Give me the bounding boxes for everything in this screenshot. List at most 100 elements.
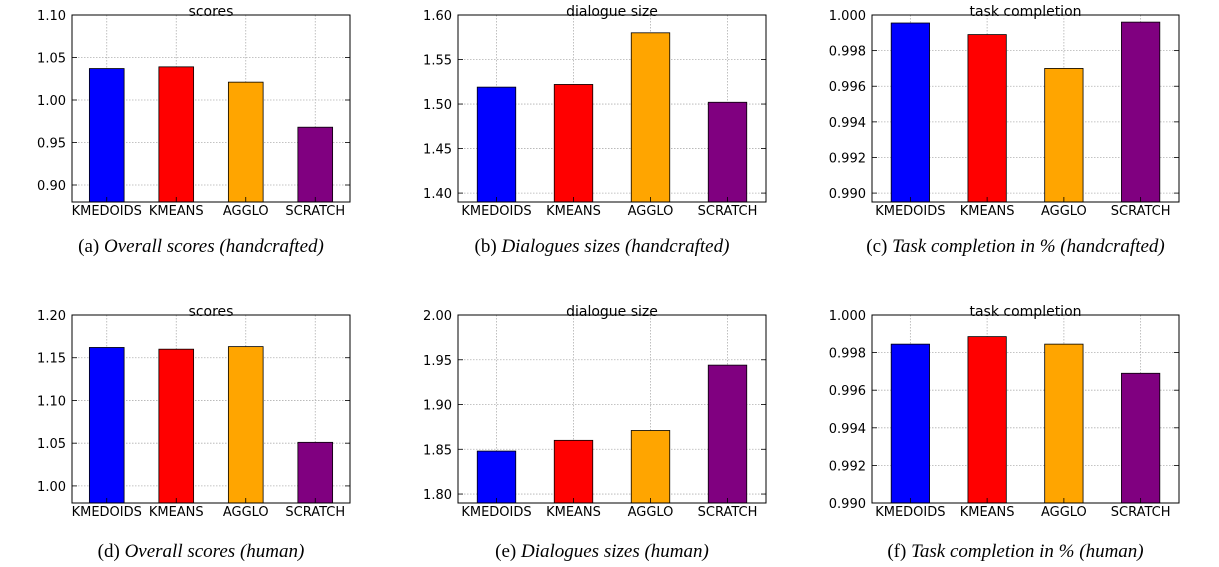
y-tick-label: 0.990 — [829, 187, 866, 202]
bar-agglo — [630, 32, 671, 203]
y-tick-label: 0.95 — [37, 137, 66, 152]
chart-title: task completion — [969, 4, 1081, 20]
figure-caption: (c) Task completion in % (handcrafted) — [866, 236, 1165, 257]
y-tick-label: 0.994 — [829, 422, 866, 437]
caption-tag: (f) — [887, 541, 906, 562]
bar-agglo — [630, 430, 671, 504]
figure-caption: (a) Overall scores (handcrafted) — [78, 236, 324, 257]
y-tick-label: 1.00 — [37, 480, 66, 495]
caption-tag: (c) — [866, 236, 887, 257]
bar-agglo — [227, 346, 264, 504]
y-tick-label: 1.60 — [423, 9, 452, 24]
chart-3: 1.00 1.05 1.10 1.15 1.20 KMEDOIDS KMEANS AGGLO S… — [37, 304, 351, 562]
bar-kmedoids — [88, 347, 125, 504]
x-tick-label: KMEANS — [546, 505, 601, 520]
x-tick-label: KMEANS — [546, 204, 601, 219]
figure-caption: (d) Overall scores (human) — [98, 541, 305, 562]
figure-caption: (f) Task completion in % (human) — [887, 541, 1143, 562]
bar-agglo — [227, 81, 264, 203]
y-tick-label: 0.990 — [829, 497, 866, 512]
y-tick-label: 0.994 — [829, 116, 866, 131]
y-tick-label: 0.996 — [829, 384, 866, 399]
y-tick-label: 1.15 — [37, 352, 66, 367]
plot-frame — [457, 14, 767, 203]
caption-tag: (e) — [495, 541, 516, 562]
chart-2: 0.990 0.992 0.994 0.996 0.998 1.000 KMEDOIDS KM… — [829, 4, 1180, 257]
y-tick-label: 1.45 — [423, 143, 452, 158]
y-tick-label: 1.10 — [37, 9, 66, 24]
x-tick-label: KMEANS — [149, 204, 204, 219]
x-tick-label: AGGLO — [223, 505, 269, 520]
x-tick-label: KMEANS — [960, 204, 1015, 219]
caption-tag: (b) — [475, 236, 497, 257]
bar-scratch — [1121, 372, 1161, 504]
x-tick-label: SCRATCH — [1111, 204, 1171, 219]
chart-0: 0.90 0.95 1.00 1.05 1.10 KMEDOIDS KMEANS AGGLO S… — [37, 4, 351, 257]
y-tick-label: 0.998 — [829, 45, 866, 60]
x-tick-label: KMEDOIDS — [875, 204, 945, 219]
y-tick-label: 1.95 — [423, 354, 452, 369]
plot-frame — [871, 14, 1180, 203]
bar-agglo — [1044, 68, 1084, 203]
bar-kmedoids — [890, 22, 930, 203]
chart-4: 1.80 1.85 1.90 1.95 2.00 KMEDOIDS KMEANS AGGLO S… — [423, 304, 767, 562]
x-tick-label: KMEDOIDS — [72, 505, 142, 520]
y-tick-label: 2.00 — [423, 309, 452, 324]
caption-text: Task completion in % (handcrafted) — [892, 236, 1165, 257]
chart-1: 1.40 1.45 1.50 1.55 1.60 KMEDOIDS KMEANS AGGLO S… — [423, 4, 767, 257]
y-tick-label: 1.000 — [829, 309, 866, 324]
caption-text: Overall scores (handcrafted) — [104, 236, 324, 257]
y-tick-label: 1.05 — [37, 52, 66, 67]
x-tick-label: KMEDOIDS — [461, 204, 531, 219]
caption-tag: (a) — [78, 236, 99, 257]
y-tick-label: 0.998 — [829, 347, 866, 362]
caption-text: Overall scores (human) — [125, 541, 305, 562]
x-tick-label: SCRATCH — [285, 204, 345, 219]
y-tick-label: 1.00 — [37, 94, 66, 109]
bar-scratch — [707, 101, 748, 203]
y-tick-label: 0.90 — [37, 179, 66, 194]
x-tick-label: KMEANS — [960, 505, 1015, 520]
y-tick-label: 0.996 — [829, 80, 866, 95]
bar-kmeans — [967, 336, 1007, 504]
plot-frame — [71, 14, 351, 203]
y-tick-label: 1.20 — [37, 309, 66, 324]
x-tick-label: KMEDOIDS — [72, 204, 142, 219]
x-tick-label: SCRATCH — [698, 505, 758, 520]
caption-tag: (d) — [98, 541, 120, 562]
y-tick-label: 1.80 — [423, 488, 452, 503]
x-tick-label: AGGLO — [628, 505, 674, 520]
y-tick-label: 1.05 — [37, 437, 66, 452]
x-tick-label: SCRATCH — [1111, 505, 1171, 520]
x-tick-label: KMEANS — [149, 505, 204, 520]
bar-scratch — [297, 126, 334, 203]
chart-title: dialogue size — [566, 4, 658, 20]
figure-caption: (b) Dialogues sizes (handcrafted) — [475, 236, 730, 257]
x-tick-label: SCRATCH — [285, 505, 345, 520]
bar-kmeans — [158, 348, 195, 504]
y-tick-label: 0.992 — [829, 459, 866, 474]
x-tick-label: AGGLO — [628, 204, 674, 219]
bar-kmedoids — [88, 68, 125, 203]
caption-text: Dialogues sizes (human) — [520, 541, 709, 562]
y-tick-label: 1.40 — [423, 187, 452, 202]
bar-scratch — [297, 441, 334, 504]
plot-frame — [457, 314, 767, 504]
x-tick-label: KMEDOIDS — [875, 505, 945, 520]
plot-frame — [71, 314, 351, 504]
x-tick-label: AGGLO — [1041, 505, 1087, 520]
bar-kmedoids — [476, 450, 517, 504]
bar-scratch — [707, 364, 748, 504]
bar-scratch — [1121, 21, 1161, 203]
chart-5: 0.990 0.992 0.994 0.996 0.998 1.000 KMEDOIDS KM… — [829, 304, 1180, 562]
x-tick-label: KMEDOIDS — [461, 505, 531, 520]
chart-title: scores — [189, 4, 234, 20]
chart-title: task completion — [969, 304, 1081, 320]
bar-kmedoids — [476, 86, 517, 203]
bar-kmeans — [553, 84, 594, 203]
caption-text: Task completion in % (human) — [911, 541, 1144, 562]
caption-text: Dialogues sizes (handcrafted) — [500, 236, 729, 257]
x-tick-label: AGGLO — [223, 204, 269, 219]
y-tick-label: 1.90 — [423, 399, 452, 414]
